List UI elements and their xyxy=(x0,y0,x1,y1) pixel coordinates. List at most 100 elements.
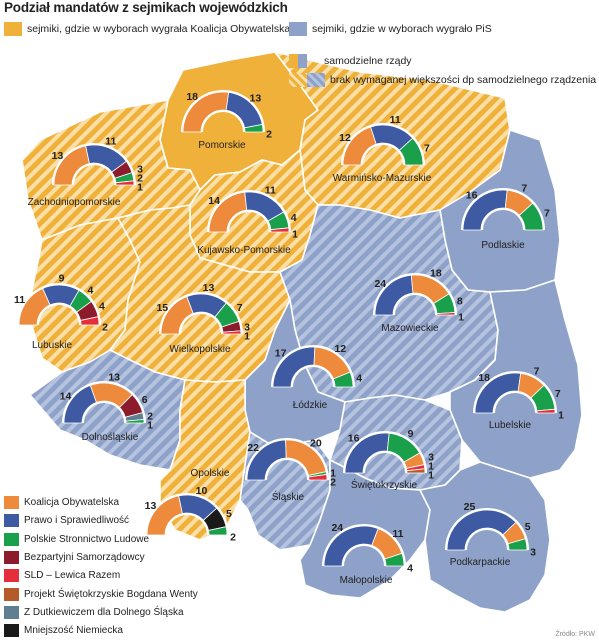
seat-segment-psl xyxy=(398,137,424,166)
legend-label: Z Dutkiewiczem dla Dolnego Śląska xyxy=(24,606,184,618)
legend-item-zd: Z Dutkiewiczem dla Dolnego Śląska xyxy=(4,605,184,619)
seat-count: 1 xyxy=(137,182,143,194)
seat-count: 12 xyxy=(334,343,346,355)
seat-count: 1 xyxy=(147,420,153,432)
legend-ko-label: sejmiki, gdzie w wyborach wygrała Koalic… xyxy=(27,23,291,35)
seat-segment-sld xyxy=(222,330,242,335)
seat-count: 17 xyxy=(275,348,287,360)
swatch xyxy=(4,587,19,601)
seat-count: 24 xyxy=(374,278,386,290)
legend-item-sld: SLD – Lewica Razem xyxy=(4,569,121,583)
solo-swatch xyxy=(289,54,307,68)
nomaj-pis-swatch xyxy=(307,73,325,87)
region-label-kujawsko-pomorskie: Kujawsko-Pomorskie xyxy=(197,245,291,256)
seat-segment-psl xyxy=(332,371,354,388)
legend-nomaj-label: brak wymaganej większości dp samodzielne… xyxy=(330,74,597,86)
seat-count: 5 xyxy=(525,521,531,533)
seat-count: 11 xyxy=(265,185,276,197)
seat-segment-psl xyxy=(125,419,145,424)
seat-count: 11 xyxy=(14,294,25,306)
region-label-dolnoslaskie: Dolnośląskie xyxy=(81,432,139,443)
region-podkarpackie xyxy=(419,461,551,613)
region-label-mazowieckie: Mazowieckie xyxy=(381,323,439,334)
seat-count: 22 xyxy=(247,442,259,454)
seat-segment-psl xyxy=(384,552,405,567)
seat-count: 14 xyxy=(60,391,72,403)
seat-segment-sld xyxy=(536,408,556,414)
swatch xyxy=(4,624,19,638)
region-label-zachodniopomorskie: Zachodniopomorskie xyxy=(27,197,121,208)
seat-count: 3 xyxy=(530,547,536,559)
nomaj-ko-swatch xyxy=(289,73,307,87)
seat-count: 11 xyxy=(390,114,401,126)
seat-count: 4 xyxy=(407,563,413,575)
seat-count: 16 xyxy=(348,433,360,445)
seat-count: 13 xyxy=(145,500,157,512)
seat-count: 9 xyxy=(59,273,65,285)
region-label-lubuskie: Lubuskie xyxy=(31,340,73,351)
legend-item-pis: Prawo i Sprawiedliwość xyxy=(4,514,129,528)
swatch xyxy=(4,514,19,528)
seat-count: 7 xyxy=(521,183,527,195)
seat-count: 1 xyxy=(428,470,434,482)
seat-count: 2 xyxy=(330,477,336,489)
seat-segment-sld xyxy=(115,180,135,186)
legend-item-psl: Polskie Stronnictwo Ludowe xyxy=(4,532,150,546)
swatch xyxy=(4,605,19,619)
seat-count: 24 xyxy=(331,522,343,534)
region-label-podlaskie: Podlaskie xyxy=(481,240,525,251)
seat-count: 12 xyxy=(339,132,351,144)
seat-count: 18 xyxy=(430,267,442,279)
region-label-opolskie: Opolskie xyxy=(190,468,230,479)
seat-segment-psl xyxy=(518,202,544,231)
swatch xyxy=(4,569,19,583)
swatch xyxy=(4,550,19,564)
seat-count: 18 xyxy=(186,91,198,103)
seat-count: 7 xyxy=(534,366,540,378)
legend-ko-winner: sejmiki, gdzie w wyborach wygrała Koalic… xyxy=(4,22,290,36)
seat-count: 3 xyxy=(244,322,250,334)
seat-count: 14 xyxy=(208,195,220,207)
seat-count: 5 xyxy=(226,508,232,520)
region-label-malopolskie: Małopolskie xyxy=(339,575,393,586)
region-label-wielkopolskie: Wielkopolskie xyxy=(169,344,231,355)
seat-count: 18 xyxy=(478,372,490,384)
region-label-swietokrzyskie: Świętokrzyskie xyxy=(350,480,418,491)
seat-count: 8 xyxy=(457,295,463,307)
legend-item-mn: Mniejszość Niemiecka xyxy=(4,624,123,638)
pis-swatch xyxy=(289,22,307,36)
seat-count: 1 xyxy=(244,331,250,343)
seat-count: 2 xyxy=(147,411,153,423)
seat-count: 2 xyxy=(266,129,272,141)
seat-count: 13 xyxy=(108,372,120,384)
region-label-slaskie: Śląskie xyxy=(271,492,305,503)
legend-item-ko: Koalicja Obywatelska xyxy=(4,496,119,509)
seat-segment-sld xyxy=(308,473,328,481)
seat-count: 11 xyxy=(392,528,403,540)
seat-count: 7 xyxy=(544,208,550,220)
seat-segment-psl xyxy=(507,538,528,551)
seat-count: 15 xyxy=(156,302,168,314)
seat-count: 25 xyxy=(464,501,476,513)
legend-nomajority: brak wymaganej większości dp samodzielne… xyxy=(289,73,596,87)
seat-count: 4 xyxy=(87,285,93,297)
legend-pis-winner: sejmiki, gdzie w wyborach wygrało PiS xyxy=(289,22,492,36)
seat-count: 4 xyxy=(291,212,297,224)
legend-label: Bezpartyjni Samorządowcy xyxy=(24,551,145,563)
seat-count: 10 xyxy=(196,485,208,497)
seat-count: 11 xyxy=(105,136,116,148)
seat-count: 7 xyxy=(237,302,243,314)
seat-count: 9 xyxy=(408,428,414,440)
seat-count: 2 xyxy=(137,173,143,185)
region-label-lubelskie: Lubelskie xyxy=(488,420,532,431)
region-label-warminsko-mazurskie: Warmińsko-Mazurskie xyxy=(332,173,432,184)
seat-count: 2 xyxy=(230,532,236,544)
seat-count: 1 xyxy=(330,468,336,480)
region-label-lodzkie: Łódzkie xyxy=(292,400,328,411)
seat-count: 1 xyxy=(558,410,564,422)
legend-label: Polskie Stronnictwo Ludowe xyxy=(24,533,150,545)
seat-count: 1 xyxy=(292,229,298,241)
legend-label: SLD – Lewica Razem xyxy=(24,570,121,582)
legend-label: Mniejszość Niemiecka xyxy=(24,625,123,637)
